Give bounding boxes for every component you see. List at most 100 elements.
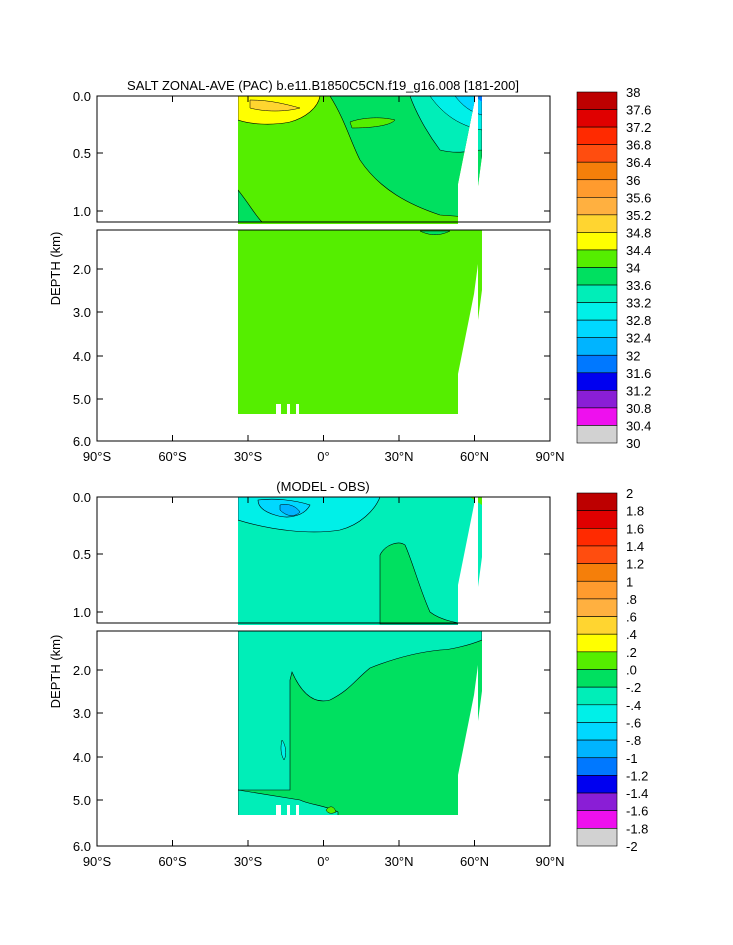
colorbar-label: 30.4 [626,418,651,433]
colorbar-box [576,161,618,181]
colorbar-box [576,616,618,635]
colorbar-box [576,144,618,163]
colorbar-label: 37.6 [626,103,651,118]
x-tick-label: 60°S [158,449,187,464]
colorbar-box [576,319,618,338]
colorbar-box [576,722,618,741]
colorbar-label: -.8 [626,733,641,748]
x-tick-label: 30°S [234,449,263,464]
colorbar-label: -1.8 [626,821,648,836]
colorbar-label: 37.2 [626,120,651,135]
field-neg08 [279,504,301,516]
colorbar-label: -1.6 [626,804,648,819]
colorbar-box [576,197,618,216]
colorbar-label: 30.8 [626,401,651,416]
colorbar-label: 34.4 [626,243,651,258]
colorbar-box [576,249,618,268]
colorbar-label: 1 [626,574,633,589]
colorbar-label: 32.8 [626,313,651,328]
upper-field [238,95,482,224]
colorbar-label: 35.2 [626,208,651,223]
panel-1: 0.0 0.5 1.0 2.0 3.0 4.0 5.0 6.090°S 60°S 30°S 0° 30… [48,78,651,464]
colorbar-box [576,545,618,564]
x-tick-label: 30°S [234,854,263,869]
panel-title: SALT ZONAL-AVE (PAC) b.e11.B1850C5CN.f19… [127,78,519,93]
x-tick-label: 90°S [83,854,112,869]
field-blob [325,806,337,814]
y-tick-label: 4.0 [73,349,91,364]
field-deep [238,230,482,414]
colorbar-box [576,669,618,688]
colorbar-label: .2 [626,645,637,660]
colorbar-box [576,563,618,582]
x-tick-label: 60°N [460,449,489,464]
colorbar-box [576,214,618,233]
colorbar-label: 32.4 [626,331,651,346]
y-axis-label: DEPTH (km) [48,232,63,306]
land-notch-2 [287,805,290,817]
y-tick-label: 3.0 [73,305,91,320]
colorbar-box [576,126,618,145]
upper-field [238,496,482,625]
colorbar-box [576,372,618,391]
colorbar-box [576,686,618,706]
colorbar-label: 35.6 [626,190,651,205]
colorbar-label: 36.8 [626,138,651,153]
colorbar-box [576,337,618,356]
colorbar-box [576,757,618,776]
y-tick-label: 0.5 [73,146,91,161]
colorbar-label: -.4 [626,698,641,713]
colorbar-label: 1.8 [626,504,644,519]
colorbar-box [576,179,618,198]
colorbar-label: -1.4 [626,786,648,801]
y-tick-label: 4.0 [73,750,91,765]
y-tick-label: 0.0 [73,89,91,104]
colorbar-label: 34.8 [626,225,651,240]
colorbar-box [576,267,618,286]
field-deep-34 [419,230,451,235]
colorbar-label: -.6 [626,715,641,730]
colorbar-box [576,810,618,829]
y-tick-label: 1.0 [73,204,91,219]
colorbar-box [576,407,618,426]
colorbar-label: 2 [626,486,633,501]
colorbar-box [576,284,618,303]
y-tick-label: 5.0 [73,793,91,808]
colorbar-label: -1 [626,751,638,766]
land-notch-3 [296,805,299,817]
y-tick-label: 2.0 [73,663,91,678]
colorbar-label: -.2 [626,680,641,695]
y-tick-label: 5.0 [73,392,91,407]
y-axis-label: DEPTH (km) [48,635,63,709]
colorbar-box [576,704,618,723]
colorbar-box [576,425,618,444]
y-tick-label: 0.5 [73,547,91,562]
colorbar-box [576,109,618,128]
colorbar-box [576,354,618,374]
colorbar: 38 37.6 37.2 36.8 36.4 36 35.6 35.2 34.8 34.4 34 33… [576,85,651,451]
x-tick-label: 90°N [535,449,564,464]
y-tick-label: 6.0 [73,434,91,449]
x-tick-label: 90°S [83,449,112,464]
colorbar-label: 33.6 [626,278,651,293]
colorbar-label: .8 [626,592,637,607]
colorbar-box [576,390,618,409]
colorbar-box [576,598,618,617]
colorbar-box [576,232,618,251]
colorbar-label: .6 [626,610,637,625]
colorbar-box [576,580,618,600]
x-tick-label: 60°S [158,854,187,869]
colorbar-label: 1.4 [626,539,644,554]
field-inset [349,117,396,129]
colorbar-label: 34 [626,261,640,276]
x-tick-label: 30°N [384,449,413,464]
field-bottom-neg [238,789,339,815]
x-tick-label: 0° [317,449,329,464]
x-tick-label: 60°N [460,854,489,869]
colorbar-box [576,633,618,653]
colorbar-box [576,651,618,670]
colorbar-label: 31.2 [626,383,651,398]
colorbar-label: 30 [626,436,640,451]
colorbar-label: .0 [626,663,637,678]
colorbar-box [576,775,618,794]
